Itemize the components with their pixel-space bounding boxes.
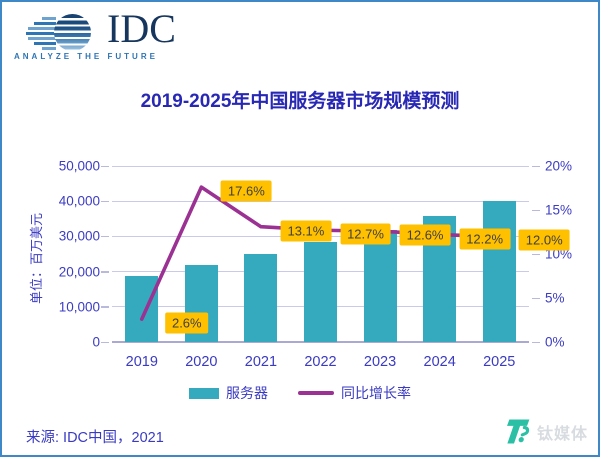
globe-stripe (42, 47, 56, 50)
y-tick-left-0: 0 (92, 334, 100, 350)
y-tick-mark-right-3 (532, 209, 540, 211)
legend-label: 服务器 (226, 385, 268, 401)
globe-stripe (28, 37, 56, 40)
idc-globe-icon (54, 14, 91, 51)
growth-label-2025: 12.0% (518, 229, 570, 251)
y-tick-mark-right-2 (532, 253, 540, 255)
bar-2023 (363, 229, 397, 342)
tmtpost-logo-icon (507, 419, 530, 444)
globe-stripe (26, 32, 56, 35)
source-note: 来源: IDC中国，2021 (26, 430, 164, 446)
x-label-2020: 2020 (185, 354, 218, 370)
x-label-2023: 2023 (363, 354, 397, 370)
y-tick-mark-left-2 (101, 271, 109, 273)
legend-label: 同比增长率 (341, 385, 411, 401)
y-tick-mark-right-1 (532, 297, 540, 299)
y-tick-left-1: 10,000 (58, 299, 100, 315)
idc-logo: IDC ANALYZE THE FUTURE (12, 8, 192, 62)
y-tick-right-4: 20% (545, 158, 573, 174)
x-label-2021: 2021 (244, 354, 278, 370)
chart-title: 2019-2025年中国服务器市场规模预测 (140, 91, 460, 112)
growth-label-2020: 17.6% (220, 180, 272, 202)
bar-2019 (125, 276, 159, 342)
y-tick-right-3: 15% (545, 202, 573, 218)
y-axis-unit-label: 单位：百万美元 (29, 212, 44, 304)
bar-2025 (482, 200, 516, 342)
globe-stripe (28, 27, 56, 30)
legend-item-line: 同比增长率 (298, 383, 411, 403)
gridline-5 (112, 165, 529, 167)
idc-wordmark: IDC (107, 6, 176, 51)
idc-tagline: ANALYZE THE FUTURE (14, 52, 158, 61)
legend-item-bar: 服务器 (189, 383, 268, 403)
y-tick-mark-left-5 (101, 165, 109, 167)
growth-label-2021: 13.1% (280, 220, 332, 242)
gridline-0 (112, 341, 529, 343)
legend-line-icon (298, 391, 334, 395)
y-tick-left-4: 40,000 (58, 193, 100, 209)
y-tick-mark-left-0 (101, 341, 109, 343)
x-label-2025: 2025 (483, 354, 516, 370)
growth-label-2024: 12.2% (459, 228, 511, 250)
gridline-4 (112, 200, 529, 202)
growth-label-2023: 12.6% (399, 224, 451, 246)
x-label-2022: 2022 (304, 354, 337, 370)
x-label-2024: 2024 (423, 354, 456, 370)
y-tick-mark-left-3 (101, 235, 109, 238)
y-tick-left-3: 30,000 (58, 228, 100, 244)
watermark-text: 钛媒体 (536, 426, 588, 443)
y-tick-mark-left-1 (101, 306, 109, 308)
y-tick-right-1: 5% (545, 290, 565, 306)
growth-label-2019: 2.6% (164, 312, 209, 334)
y-tick-mark-right-4 (532, 165, 540, 167)
y-tick-mark-right-0 (532, 341, 540, 343)
y-tick-mark-left-4 (101, 200, 109, 203)
watermark: 钛媒体 (504, 417, 588, 447)
legend-rect-icon (189, 387, 219, 399)
plot-area: 0 10,000 20,000 30,000 40,000 50,000 0% 5% 10% 15… (59, 159, 572, 371)
y-tick-right-0: 0% (545, 334, 565, 350)
y-tick-left-5: 50,000 (58, 158, 100, 174)
growth-label-2022: 12.7% (340, 223, 391, 245)
bar-2022 (304, 242, 337, 342)
globe-stripe (42, 17, 56, 20)
y-tick-left-2: 20,000 (58, 264, 100, 280)
bar-2021 (244, 253, 278, 342)
globe-stripe (34, 42, 56, 45)
globe-stripe (34, 22, 56, 25)
legend: 服务器 同比增长率 (2, 383, 598, 403)
x-label-2019: 2019 (125, 354, 158, 370)
